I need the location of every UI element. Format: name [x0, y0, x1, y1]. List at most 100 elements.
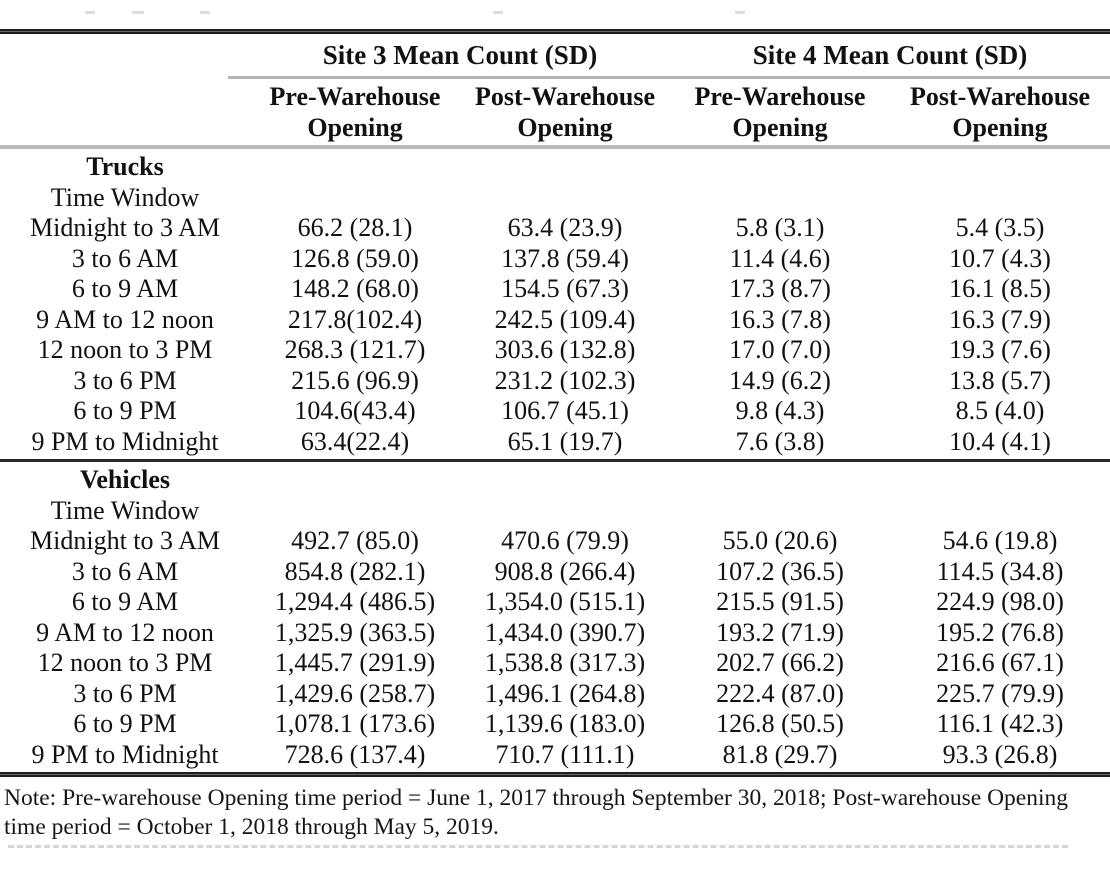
cell-value: 107.2 (36.5): [716, 556, 844, 586]
cell-value: 1,445.7 (291.9): [274, 648, 436, 677]
section-title-row: Trucks: [0, 152, 1110, 183]
column-group-header-row: Site 3 Mean Count (SD) Site 4 Mean Count…: [0, 34, 1110, 76]
row-label: 6 to 9 PM: [73, 396, 177, 425]
scan-artifact: [132, 11, 144, 14]
empty-cell: [670, 496, 890, 527]
cell-value: 216.6 (67.1): [936, 648, 1064, 677]
cell-value: 81.8 (29.7): [722, 739, 838, 769]
cell-value: 14.9 (6.2): [729, 365, 831, 395]
section-title-row: Vehicles: [0, 465, 1110, 496]
table-row: 6 to 9 PM 1,078.1 (173.6) 1,139.6 (183.0) 1…: [0, 709, 1110, 740]
empty-cell: [670, 152, 890, 183]
row-label: 9 AM to 12 noon: [36, 617, 214, 647]
table-row: 3 to 6 PM 1,429.6 (258.7) 1,496.1 (264.8) 2…: [0, 679, 1110, 710]
cell-value: 11.4 (4.6): [729, 243, 831, 273]
empty-cell: [890, 465, 1110, 496]
row-label: 3 to 6 AM: [71, 243, 179, 273]
table-row: 9 AM to 12 noon 1,325.9 (363.5) 1,434.0 (3…: [0, 618, 1110, 649]
section-title: Vehicles: [79, 465, 171, 494]
row-label: 6 to 9 AM: [71, 274, 179, 303]
subheader-site4-post: Post-Warehouse Opening: [909, 82, 1091, 142]
cell-value: 55.0 (20.6): [722, 526, 838, 555]
cell-value: 193.2 (71.9): [716, 617, 844, 647]
cell-value: 116.1 (42.3): [936, 709, 1064, 738]
scan-artifact: [735, 11, 745, 14]
cell-value: 1,078.1 (173.6): [274, 709, 436, 738]
empty-cell: [460, 152, 670, 183]
cell-value: 106.7 (45.1): [501, 396, 629, 425]
section-subtitle: Time Window: [50, 182, 200, 212]
cell-value: 242.5 (109.4): [494, 304, 636, 334]
table-note: Note: Pre-warehouse Opening time period …: [4, 785, 1069, 840]
table-top-rule: [0, 29, 1110, 34]
cell-value: 1,538.8 (317.3): [484, 648, 646, 677]
empty-cell: [250, 465, 460, 496]
cell-value: 114.5 (34.8): [936, 556, 1064, 586]
cell-value: 8.5 (4.0): [955, 396, 1045, 425]
table-row: 6 to 9 AM 148.2 (68.0) 154.5 (67.3) 17.3 (8…: [0, 274, 1110, 305]
cell-value: 1,496.1 (264.8): [484, 678, 646, 708]
row-label: Midnight to 3 AM: [30, 213, 220, 242]
cell-value: 231.2 (102.3): [494, 365, 636, 395]
cell-value: 268.3 (121.7): [284, 335, 426, 364]
cell-value: 10.4 (4.1): [949, 426, 1051, 456]
cell-value: 222.4 (87.0): [716, 678, 844, 708]
empty-cell: [670, 183, 890, 214]
table-row: 3 to 6 AM 854.8 (282.1) 908.8 (266.4) 107.2…: [0, 557, 1110, 588]
scan-artifact: [200, 11, 210, 14]
empty-cell: [670, 465, 890, 496]
cell-value: 215.6 (96.9): [291, 365, 419, 395]
cell-value: 1,139.6 (183.0): [484, 709, 646, 738]
section-title: Trucks: [86, 152, 164, 181]
section-trucks: Trucks Time Window Midnight to 3 AM 66.2 (2…: [0, 149, 1110, 459]
subheader-site3-post: Post-Warehouse Opening: [474, 82, 656, 142]
col-group-site3-header: Site 3 Mean Count (SD): [322, 40, 598, 70]
cell-value: 54.6 (19.8): [942, 526, 1058, 555]
table-row: 9 PM to Midnight 728.6 (137.4) 710.7 (111.…: [0, 740, 1110, 771]
row-label: 6 to 9 AM: [71, 587, 179, 616]
cell-value: 217.8(102.4): [287, 304, 423, 334]
cell-value: 7.6 (3.8): [735, 426, 825, 456]
cell-value: 470.6 (79.9): [501, 526, 629, 555]
cell-value: 66.2 (28.1): [297, 213, 413, 242]
cell-value: 908.8 (266.4): [494, 556, 636, 586]
section-divider-rule: [0, 459, 1110, 462]
empty-cell: [460, 183, 670, 214]
cell-value: 202.7 (66.2): [716, 648, 844, 677]
row-label: 6 to 9 PM: [73, 709, 177, 738]
subheader-site4-pre: Pre-Warehouse Opening: [694, 82, 866, 142]
cell-value: 492.7 (85.0): [291, 526, 419, 555]
cell-value: 224.9 (98.0): [936, 587, 1064, 616]
section-subtitle: Time Window: [50, 495, 200, 525]
cell-value: 1,429.6 (258.7): [274, 678, 436, 708]
col-group-site4-header: Site 4 Mean Count (SD): [752, 40, 1028, 70]
table-row: Midnight to 3 AM 492.7 (85.0) 470.6 (79.9)…: [0, 526, 1110, 557]
cell-value: 19.3 (7.6): [949, 335, 1051, 364]
empty-cell: [250, 183, 460, 214]
top-margin: [0, 0, 1110, 29]
cell-value: 1,294.4 (486.5): [274, 587, 436, 616]
cell-value: 16.1 (8.5): [949, 274, 1051, 303]
cell-value: 5.8 (3.1): [735, 213, 825, 242]
row-label: Midnight to 3 AM: [30, 526, 220, 555]
empty-cell: [890, 183, 1110, 214]
row-label: 9 AM to 12 noon: [36, 304, 214, 334]
cell-value: 63.4(22.4): [300, 426, 410, 456]
scan-artifact: [493, 11, 503, 14]
cell-value: 5.4 (3.5): [955, 213, 1045, 242]
row-label: 9 PM to Midnight: [31, 739, 219, 769]
cell-value: 148.2 (68.0): [291, 274, 419, 303]
cell-value: 126.8 (50.5): [716, 709, 844, 738]
cell-value: 65.1 (19.7): [507, 426, 623, 456]
cell-value: 195.2 (76.8): [936, 617, 1064, 647]
scan-artifact-line: [8, 845, 1068, 848]
cell-value: 126.8 (59.0): [291, 243, 419, 273]
cell-value: 728.6 (137.4): [284, 739, 426, 769]
row-label: 3 to 6 AM: [71, 556, 179, 586]
cell-value: 1,325.9 (363.5): [274, 617, 436, 647]
cell-value: 9.8 (4.3): [735, 396, 825, 425]
empty-cell: [890, 496, 1110, 527]
empty-cell: [250, 496, 460, 527]
empty-cell: [890, 152, 1110, 183]
